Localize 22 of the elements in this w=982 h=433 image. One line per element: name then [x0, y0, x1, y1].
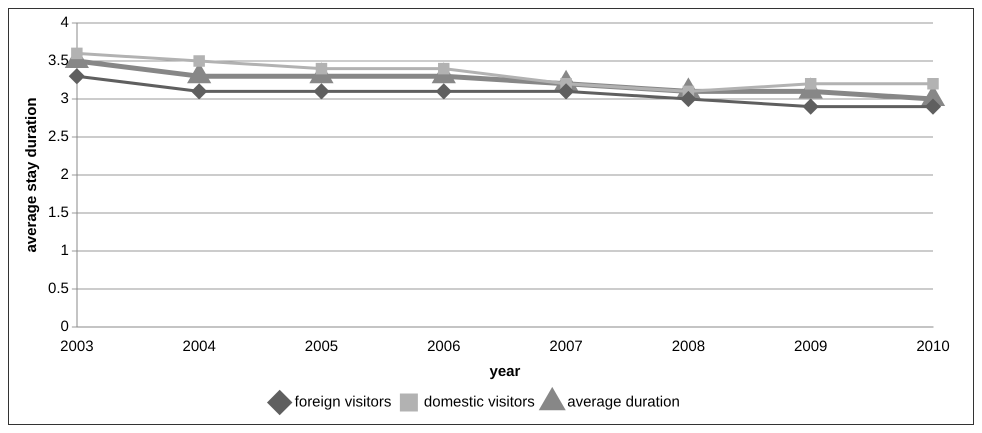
y-tick-label: 0 — [60, 318, 69, 336]
x-tick-label: 2004 — [182, 338, 216, 356]
y-tick-label: 2.5 — [48, 128, 69, 146]
y-tick-label: 3.5 — [48, 52, 69, 70]
x-axis-title: year — [489, 363, 521, 380]
legend-label: domestic visitors — [424, 394, 535, 411]
y-tick-label: 3 — [60, 90, 69, 108]
x-tick-label: 2007 — [549, 338, 583, 356]
x-tick-label: 2006 — [427, 338, 460, 356]
y-tick-label: 1 — [60, 242, 69, 260]
legend-label: foreign visitors — [294, 394, 392, 411]
x-tick-label: 2009 — [794, 338, 828, 356]
legend-label: average duration — [567, 394, 680, 411]
x-tick-label: 2008 — [672, 338, 706, 356]
x-tick-label: 2003 — [60, 338, 94, 356]
y-tick-label: 2 — [60, 166, 69, 184]
y-tick-label: 0.5 — [48, 280, 69, 298]
y-tick-label: 4 — [60, 14, 69, 32]
x-tick-label: 2005 — [304, 338, 338, 356]
x-tick-label: 2010 — [916, 338, 950, 356]
y-tick-label: 1.5 — [48, 204, 69, 222]
y-axis-title: average stay duration — [23, 97, 40, 253]
